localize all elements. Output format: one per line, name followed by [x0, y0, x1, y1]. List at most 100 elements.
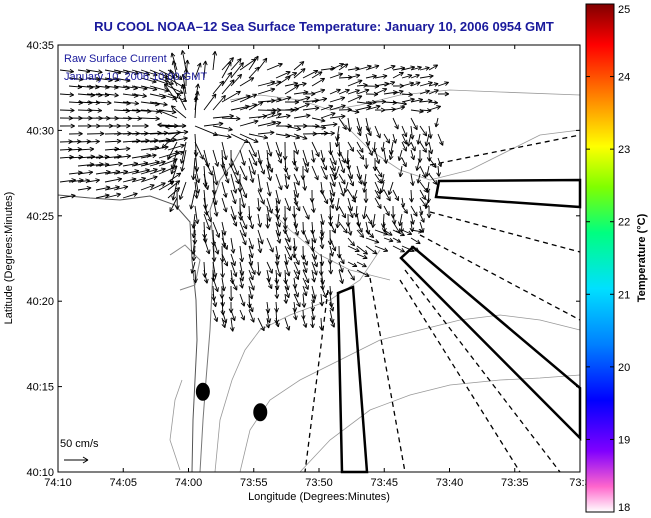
current-vector	[140, 168, 158, 175]
current-vector	[410, 117, 418, 131]
current-vector	[86, 178, 100, 183]
current-vector	[149, 101, 168, 107]
current-vector	[68, 131, 83, 137]
current-vector	[347, 205, 354, 219]
current-vector	[410, 97, 424, 103]
current-vector	[68, 76, 84, 82]
current-vector	[329, 301, 335, 312]
y-tick-label: 40:25	[26, 211, 54, 223]
current-vector	[380, 141, 386, 152]
current-vector	[365, 229, 375, 239]
current-vector	[302, 253, 309, 266]
colorbar-tick-label: 23	[618, 144, 630, 156]
inlet-shore	[169, 244, 201, 291]
current-vector	[248, 245, 254, 259]
current-vector	[86, 108, 103, 113]
current-vector	[293, 293, 301, 308]
current-vector	[392, 237, 402, 243]
current-vector	[338, 117, 347, 130]
current-vector	[275, 213, 281, 228]
current-vector	[329, 157, 336, 172]
current-vector	[401, 229, 413, 236]
current-vector	[257, 189, 265, 205]
current-vector	[177, 92, 187, 111]
current-vector	[362, 181, 368, 193]
current-vector	[320, 165, 328, 180]
current-vector	[333, 165, 340, 181]
current-vector	[221, 197, 228, 213]
current-vector	[220, 261, 225, 278]
current-vector	[266, 121, 282, 127]
current-vector	[401, 73, 413, 79]
current-vector	[363, 157, 369, 169]
current-vector	[392, 133, 397, 144]
current-vector	[59, 193, 76, 199]
current-vector	[293, 61, 305, 71]
current-vector	[275, 189, 281, 205]
current-vector	[365, 245, 378, 255]
current-vector	[86, 69, 103, 75]
current-vector	[275, 317, 280, 328]
current-vector	[406, 133, 412, 147]
current-vector	[428, 173, 438, 185]
current-vector	[190, 261, 196, 274]
current-vector	[365, 104, 381, 111]
current-vector	[167, 136, 188, 143]
current-vector	[248, 165, 255, 183]
current-vector	[392, 89, 404, 95]
current-vector	[356, 64, 372, 71]
current-vector	[203, 173, 210, 190]
current-vector	[293, 309, 298, 321]
current-vector	[311, 293, 316, 304]
colorbar-label: Temperature (°C)	[636, 213, 648, 302]
annotation-timestamp: January 10, 2006 10:00 GMT	[64, 71, 207, 83]
current-vector	[212, 51, 218, 71]
current-vector	[230, 173, 238, 194]
current-vector	[311, 261, 318, 276]
current-vector	[437, 133, 444, 146]
current-vector	[284, 261, 291, 277]
x-tick-label: 73:3	[569, 477, 590, 489]
current-vector	[372, 157, 378, 172]
current-vector	[191, 245, 197, 262]
current-vector	[257, 173, 263, 193]
current-vector	[320, 213, 325, 225]
x-axis-ticks: 74:10 74:05 74:00 73:55 73:50 73:45 73:40 73:35…	[44, 45, 591, 489]
current-vector	[239, 229, 247, 246]
current-vector	[419, 74, 434, 79]
current-vector	[221, 317, 227, 329]
current-vector	[383, 133, 391, 144]
current-vector	[338, 157, 346, 174]
current-vector	[170, 157, 178, 175]
current-vector	[352, 189, 358, 201]
current-vector	[104, 192, 121, 199]
current-vector	[320, 122, 338, 127]
lane-boundary	[369, 277, 406, 473]
current-vector	[140, 175, 158, 183]
current-vector	[401, 92, 413, 97]
current-vector	[149, 160, 166, 167]
colorbar-tick-label: 24	[618, 72, 630, 84]
current-vector	[230, 213, 238, 227]
y-axis-ticks: 40:35 40:30 40:25 40:20 40:15 40:10	[26, 40, 580, 479]
current-vector	[193, 269, 198, 284]
current-vector	[356, 88, 370, 95]
current-vector	[284, 237, 292, 251]
current-vector	[347, 73, 361, 79]
current-vector	[338, 205, 346, 219]
current-vector	[424, 197, 430, 210]
current-vector	[257, 157, 266, 175]
current-vector	[239, 181, 248, 199]
current-vector	[203, 269, 209, 284]
y-tick-label: 40:10	[26, 467, 54, 479]
current-vector	[356, 141, 364, 153]
current-vector	[410, 141, 416, 152]
current-vector	[356, 173, 363, 185]
current-vector	[257, 213, 263, 228]
current-vector	[275, 149, 283, 164]
current-vector	[59, 92, 75, 98]
current-vector	[410, 205, 418, 217]
current-vector	[328, 261, 334, 275]
current-vector	[437, 81, 449, 87]
current-vector	[239, 189, 246, 209]
